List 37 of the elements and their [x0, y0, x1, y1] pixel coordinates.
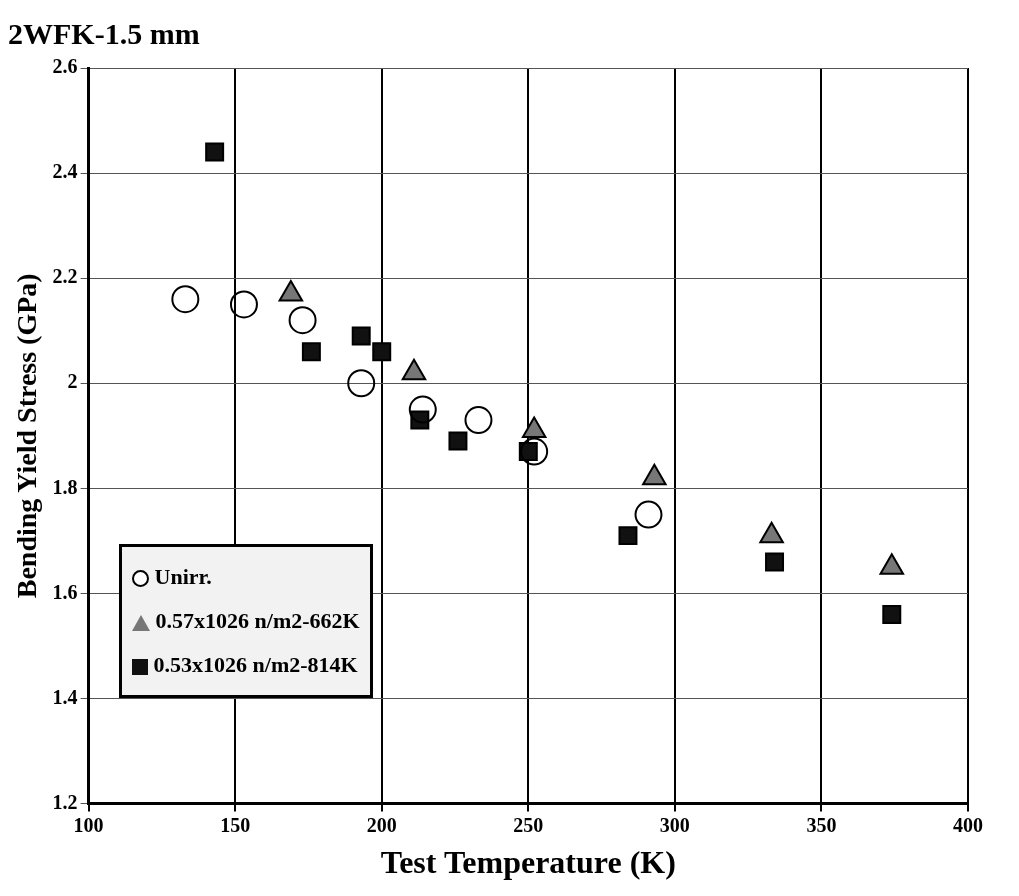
point	[634, 500, 663, 529]
legend-label: 0.53x1026 n/m2-814K	[153, 651, 358, 677]
chart-title: 2WFK-1.5 mm	[8, 16, 200, 50]
point	[351, 326, 371, 346]
y-tick-label: 1.2	[52, 790, 78, 813]
y-tick-label: 1.8	[52, 475, 78, 498]
point	[347, 369, 376, 398]
point	[448, 431, 468, 451]
point	[229, 290, 258, 319]
x-axis-title: Test Temperature (K)	[380, 844, 676, 881]
x-tick-label: 300	[659, 813, 690, 836]
x-tick-label: 250	[513, 813, 544, 836]
y-tick-label: 2.4	[52, 160, 78, 183]
point	[301, 342, 321, 362]
point	[372, 342, 392, 362]
y-tick-label: 2	[67, 370, 78, 393]
point	[171, 285, 200, 314]
point	[882, 604, 902, 624]
legend-label: Unirr.	[154, 563, 212, 589]
point	[408, 395, 437, 424]
y-tick-label: 2.2	[52, 265, 78, 288]
point	[618, 526, 638, 546]
x-tick-label: 150	[220, 813, 251, 836]
x-tick-label: 400	[953, 813, 983, 836]
legend-label: 0.57x1026 n/m2-662K	[155, 607, 360, 633]
point	[520, 437, 549, 466]
y-axis-title: Bending Yield Stress (GPa)	[11, 273, 43, 599]
point	[765, 552, 785, 572]
point	[205, 142, 225, 162]
x-tick-label: 100	[73, 813, 104, 836]
point	[464, 406, 493, 435]
point	[288, 306, 317, 335]
y-tick-label: 2.6	[52, 55, 78, 78]
y-tick-label: 1.6	[52, 580, 78, 603]
x-tick-label: 350	[806, 813, 837, 836]
y-tick-label: 1.4	[52, 685, 78, 708]
x-tick-label: 200	[366, 813, 397, 836]
